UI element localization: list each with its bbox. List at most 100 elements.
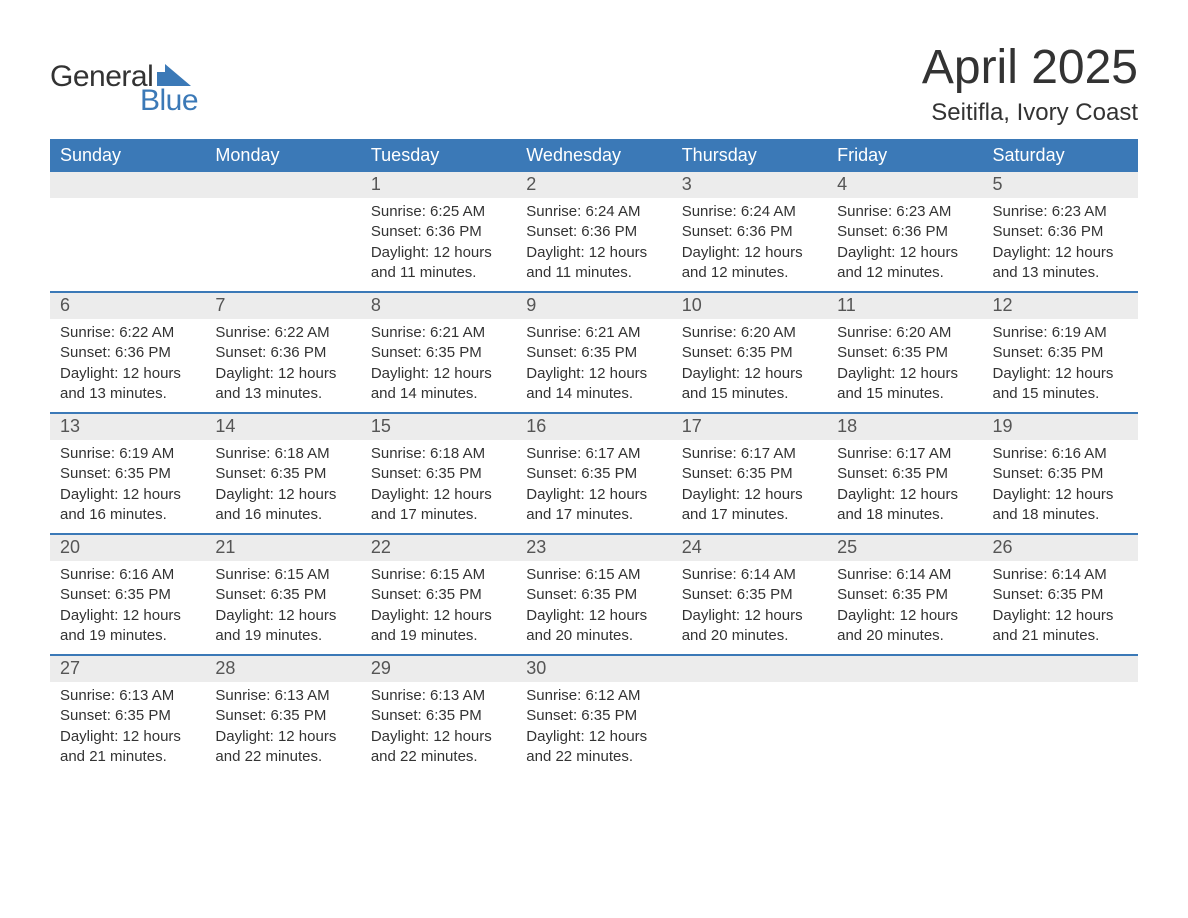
daylight-text-2: and 20 minutes. xyxy=(526,626,661,646)
daylight-text-1: Daylight: 12 hours xyxy=(215,727,350,747)
day-details: Sunrise: 6:16 AMSunset: 6:35 PMDaylight:… xyxy=(983,440,1138,525)
day-cell: 8Sunrise: 6:21 AMSunset: 6:35 PMDaylight… xyxy=(361,293,516,412)
daylight-text-1: Daylight: 12 hours xyxy=(526,727,661,747)
sunrise-text: Sunrise: 6:21 AM xyxy=(371,323,506,343)
daylight-text-2: and 13 minutes. xyxy=(215,384,350,404)
day-cell: 27Sunrise: 6:13 AMSunset: 6:35 PMDayligh… xyxy=(50,656,205,775)
sunset-text: Sunset: 6:36 PM xyxy=(837,222,972,242)
daylight-text-2: and 14 minutes. xyxy=(371,384,506,404)
sunrise-text: Sunrise: 6:17 AM xyxy=(526,444,661,464)
day-details: Sunrise: 6:17 AMSunset: 6:35 PMDaylight:… xyxy=(516,440,671,525)
daylight-text-1: Daylight: 12 hours xyxy=(371,485,506,505)
day-details: Sunrise: 6:15 AMSunset: 6:35 PMDaylight:… xyxy=(361,561,516,646)
day-details: Sunrise: 6:13 AMSunset: 6:35 PMDaylight:… xyxy=(50,682,205,767)
day-cell: 19Sunrise: 6:16 AMSunset: 6:35 PMDayligh… xyxy=(983,414,1138,533)
sunset-text: Sunset: 6:35 PM xyxy=(526,343,661,363)
sunset-text: Sunset: 6:35 PM xyxy=(60,585,195,605)
day-cell xyxy=(205,172,360,291)
day-details: Sunrise: 6:17 AMSunset: 6:35 PMDaylight:… xyxy=(672,440,827,525)
day-number: 24 xyxy=(672,535,827,561)
daylight-text-2: and 22 minutes. xyxy=(526,747,661,767)
day-number: 11 xyxy=(827,293,982,319)
logo: General Blue xyxy=(50,60,198,118)
sunrise-text: Sunrise: 6:18 AM xyxy=(371,444,506,464)
logo-text-1: General xyxy=(50,60,153,94)
daylight-text-1: Daylight: 12 hours xyxy=(682,606,817,626)
day-number: 30 xyxy=(516,656,671,682)
sunrise-text: Sunrise: 6:13 AM xyxy=(371,686,506,706)
daylight-text-1: Daylight: 12 hours xyxy=(837,243,972,263)
sunset-text: Sunset: 6:35 PM xyxy=(371,706,506,726)
sunrise-text: Sunrise: 6:18 AM xyxy=(215,444,350,464)
week-row: 20Sunrise: 6:16 AMSunset: 6:35 PMDayligh… xyxy=(50,533,1138,654)
day-details: Sunrise: 6:24 AMSunset: 6:36 PMDaylight:… xyxy=(516,198,671,283)
daylight-text-2: and 12 minutes. xyxy=(682,263,817,283)
day-number: 4 xyxy=(827,172,982,198)
daylight-text-2: and 19 minutes. xyxy=(371,626,506,646)
daylight-text-2: and 20 minutes. xyxy=(682,626,817,646)
dayheader-thursday: Thursday xyxy=(672,139,827,172)
day-number xyxy=(205,172,360,198)
day-details: Sunrise: 6:23 AMSunset: 6:36 PMDaylight:… xyxy=(983,198,1138,283)
sunset-text: Sunset: 6:35 PM xyxy=(371,585,506,605)
day-cell xyxy=(50,172,205,291)
daylight-text-2: and 15 minutes. xyxy=(837,384,972,404)
sunset-text: Sunset: 6:35 PM xyxy=(60,464,195,484)
sunset-text: Sunset: 6:35 PM xyxy=(993,343,1128,363)
daylight-text-2: and 17 minutes. xyxy=(526,505,661,525)
location: Seitifla, Ivory Coast xyxy=(922,99,1138,127)
day-details: Sunrise: 6:15 AMSunset: 6:35 PMDaylight:… xyxy=(205,561,360,646)
sunset-text: Sunset: 6:35 PM xyxy=(837,585,972,605)
sunset-text: Sunset: 6:35 PM xyxy=(993,585,1128,605)
dayheader-wednesday: Wednesday xyxy=(516,139,671,172)
dayheader-saturday: Saturday xyxy=(983,139,1138,172)
daylight-text-1: Daylight: 12 hours xyxy=(60,606,195,626)
day-details: Sunrise: 6:14 AMSunset: 6:35 PMDaylight:… xyxy=(827,561,982,646)
sunset-text: Sunset: 6:35 PM xyxy=(526,585,661,605)
sunrise-text: Sunrise: 6:13 AM xyxy=(60,686,195,706)
day-cell: 28Sunrise: 6:13 AMSunset: 6:35 PMDayligh… xyxy=(205,656,360,775)
day-number: 6 xyxy=(50,293,205,319)
sunrise-text: Sunrise: 6:24 AM xyxy=(682,202,817,222)
sunrise-text: Sunrise: 6:14 AM xyxy=(837,565,972,585)
day-details: Sunrise: 6:22 AMSunset: 6:36 PMDaylight:… xyxy=(205,319,360,404)
day-cell: 7Sunrise: 6:22 AMSunset: 6:36 PMDaylight… xyxy=(205,293,360,412)
day-cell: 23Sunrise: 6:15 AMSunset: 6:35 PMDayligh… xyxy=(516,535,671,654)
sunset-text: Sunset: 6:35 PM xyxy=(60,706,195,726)
day-number: 10 xyxy=(672,293,827,319)
dayheader-sunday: Sunday xyxy=(50,139,205,172)
day-number: 20 xyxy=(50,535,205,561)
sunset-text: Sunset: 6:35 PM xyxy=(526,464,661,484)
header: General Blue April 2025 Seitifla, Ivory … xyxy=(50,40,1138,127)
daylight-text-1: Daylight: 12 hours xyxy=(60,485,195,505)
dayheader-tuesday: Tuesday xyxy=(361,139,516,172)
daylight-text-1: Daylight: 12 hours xyxy=(837,485,972,505)
month-title: April 2025 xyxy=(922,40,1138,95)
day-cell: 16Sunrise: 6:17 AMSunset: 6:35 PMDayligh… xyxy=(516,414,671,533)
daylight-text-2: and 15 minutes. xyxy=(993,384,1128,404)
sunrise-text: Sunrise: 6:19 AM xyxy=(993,323,1128,343)
day-details: Sunrise: 6:18 AMSunset: 6:35 PMDaylight:… xyxy=(205,440,360,525)
daylight-text-2: and 19 minutes. xyxy=(60,626,195,646)
day-number: 21 xyxy=(205,535,360,561)
day-cell: 2Sunrise: 6:24 AMSunset: 6:36 PMDaylight… xyxy=(516,172,671,291)
sunset-text: Sunset: 6:36 PM xyxy=(371,222,506,242)
day-cell: 3Sunrise: 6:24 AMSunset: 6:36 PMDaylight… xyxy=(672,172,827,291)
daylight-text-2: and 13 minutes. xyxy=(993,263,1128,283)
day-number: 26 xyxy=(983,535,1138,561)
daylight-text-1: Daylight: 12 hours xyxy=(682,364,817,384)
sunset-text: Sunset: 6:36 PM xyxy=(993,222,1128,242)
daylight-text-1: Daylight: 12 hours xyxy=(837,364,972,384)
day-cell: 12Sunrise: 6:19 AMSunset: 6:35 PMDayligh… xyxy=(983,293,1138,412)
day-details: Sunrise: 6:21 AMSunset: 6:35 PMDaylight:… xyxy=(361,319,516,404)
daylight-text-2: and 15 minutes. xyxy=(682,384,817,404)
day-number: 9 xyxy=(516,293,671,319)
day-number: 23 xyxy=(516,535,671,561)
daylight-text-2: and 16 minutes. xyxy=(215,505,350,525)
day-number: 29 xyxy=(361,656,516,682)
sunset-text: Sunset: 6:35 PM xyxy=(682,585,817,605)
week-row: 27Sunrise: 6:13 AMSunset: 6:35 PMDayligh… xyxy=(50,654,1138,775)
sunrise-text: Sunrise: 6:19 AM xyxy=(60,444,195,464)
daylight-text-1: Daylight: 12 hours xyxy=(993,364,1128,384)
sunset-text: Sunset: 6:35 PM xyxy=(682,343,817,363)
